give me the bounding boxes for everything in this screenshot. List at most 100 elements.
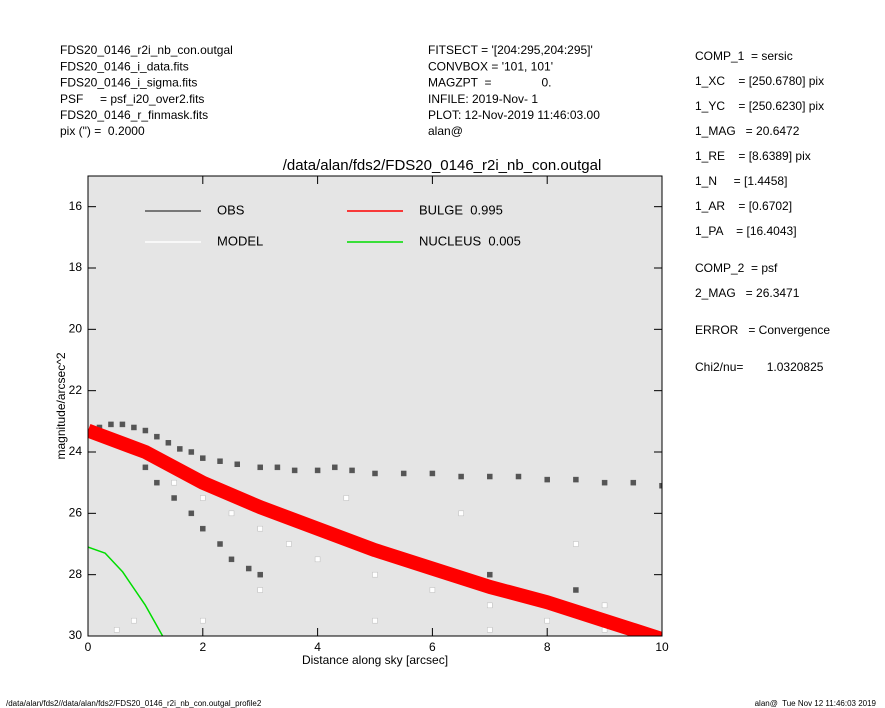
header-left-line: FDS20_0146_r2i_nb_con.outgal xyxy=(60,43,233,57)
data-point xyxy=(458,473,464,480)
header-left-line: FDS20_0146_i_data.fits xyxy=(60,59,189,73)
data-point xyxy=(429,470,436,477)
parameter-line: 1_RE = [8.6389] pix xyxy=(695,149,811,163)
data-point xyxy=(142,427,149,434)
data-point xyxy=(257,464,263,471)
data-point xyxy=(131,424,137,431)
data-point xyxy=(274,464,281,471)
plot-frame xyxy=(87,175,663,637)
header-left-line: FDS20_0146_r_finmask.fits xyxy=(60,108,208,122)
data-point xyxy=(113,627,120,633)
data-point xyxy=(154,433,160,440)
x-axis-label: Distance along sky [arcsec] xyxy=(302,653,448,667)
parameter-line: Chi2/nu= 1.0320825 xyxy=(695,360,824,374)
y-tick-label: 24 xyxy=(69,444,83,458)
data-point xyxy=(372,470,378,477)
data-point xyxy=(400,470,407,477)
data-point xyxy=(349,467,355,474)
x-tick-label: 4 xyxy=(314,640,321,654)
legend-label: OBS xyxy=(217,202,245,217)
data-point xyxy=(200,525,206,532)
y-tick-label: 18 xyxy=(69,260,83,274)
plot-area xyxy=(88,421,662,636)
data-point xyxy=(601,602,608,609)
data-point xyxy=(188,510,195,517)
y-axis-label: magnitude/arcsec^2 xyxy=(54,352,68,459)
parameter-line: 1_AR = [0.6702] xyxy=(695,199,792,213)
data-point xyxy=(245,565,252,572)
parameter-line: 1_PA = [16.4043] xyxy=(695,224,797,238)
data-point xyxy=(573,476,579,483)
header-left-line: PSF = psf_i20_over2.fits xyxy=(60,92,204,106)
data-point xyxy=(515,473,522,480)
data-point xyxy=(119,421,126,428)
y-tick-label: 20 xyxy=(69,322,83,336)
parameter-line: COMP_1 = sersic xyxy=(695,49,793,63)
data-point xyxy=(108,421,114,428)
data-point xyxy=(573,541,579,547)
data-point xyxy=(200,495,206,501)
data-point xyxy=(487,602,493,609)
parameter-line: 2_MAG = 26.3471 xyxy=(695,286,800,300)
data-point xyxy=(343,495,350,501)
legend-label: NUCLEUS 0.005 xyxy=(419,233,521,248)
parameter-line: ERROR = Convergence xyxy=(695,323,830,337)
data-point xyxy=(487,473,493,480)
header-center-line: INFILE: 2019-Nov- 1 xyxy=(428,92,538,106)
x-tick-label: 10 xyxy=(655,640,669,654)
data-point xyxy=(234,461,240,468)
data-point xyxy=(544,617,550,624)
data-point xyxy=(165,440,172,446)
data-point xyxy=(659,482,662,489)
x-tick-label: 0 xyxy=(85,640,92,654)
header-center-line: FITSECT = '[204:295,204:295]' xyxy=(428,43,593,57)
data-point xyxy=(154,479,160,486)
data-point xyxy=(372,617,378,624)
parameter-line: 1_MAG = 20.6472 xyxy=(695,124,800,138)
data-point xyxy=(257,525,263,532)
data-point xyxy=(332,464,338,471)
legend-label: MODEL xyxy=(217,233,263,248)
data-point xyxy=(217,458,223,464)
data-point xyxy=(257,571,263,578)
data-point xyxy=(573,587,579,593)
data-point xyxy=(228,556,235,563)
x-tick-label: 2 xyxy=(199,640,206,654)
data-point xyxy=(630,479,637,486)
y-tick-label: 30 xyxy=(69,628,83,642)
data-point xyxy=(429,587,436,593)
data-point xyxy=(200,455,206,461)
plot-background xyxy=(88,176,662,636)
header-center-line: PLOT: 12-Nov-2019 11:46:03.00 xyxy=(428,108,600,122)
data-point xyxy=(188,449,195,455)
data-point xyxy=(291,467,298,474)
legend-label: BULGE 0.995 xyxy=(419,202,503,217)
data-point xyxy=(257,587,263,593)
parameter-line: 1_XC = [250.6780] pix xyxy=(695,74,824,88)
data-point xyxy=(487,571,493,578)
data-point xyxy=(177,446,183,452)
header-center-line: CONVBOX = '101, 101' xyxy=(428,59,553,73)
data-point xyxy=(171,495,177,501)
y-tick-label: 26 xyxy=(69,506,83,520)
header-center-line: MAGZPT = 0. xyxy=(428,76,551,90)
data-point xyxy=(601,479,608,486)
y-tick-label: 16 xyxy=(69,199,83,213)
header-left-line: FDS20_0146_i_sigma.fits xyxy=(60,76,197,90)
data-point xyxy=(142,464,149,471)
data-point xyxy=(200,617,206,624)
header-center-line: alan@ xyxy=(428,124,463,138)
x-tick-label: 6 xyxy=(429,640,436,654)
model-band xyxy=(88,423,662,636)
parameter-line: 1_N = [1.4458] xyxy=(695,174,787,188)
data-point xyxy=(544,476,550,483)
data-point xyxy=(131,617,137,624)
footer-right: alan@ Tue Nov 12 11:46:03 2019 xyxy=(755,699,877,708)
header-left-line: pix (") = 0.2000 xyxy=(60,124,145,138)
parameter-line: COMP_2 = psf xyxy=(695,261,778,275)
model-line xyxy=(88,546,164,636)
data-point xyxy=(228,510,235,517)
y-tick-label: 22 xyxy=(69,383,83,397)
data-point xyxy=(458,510,464,517)
